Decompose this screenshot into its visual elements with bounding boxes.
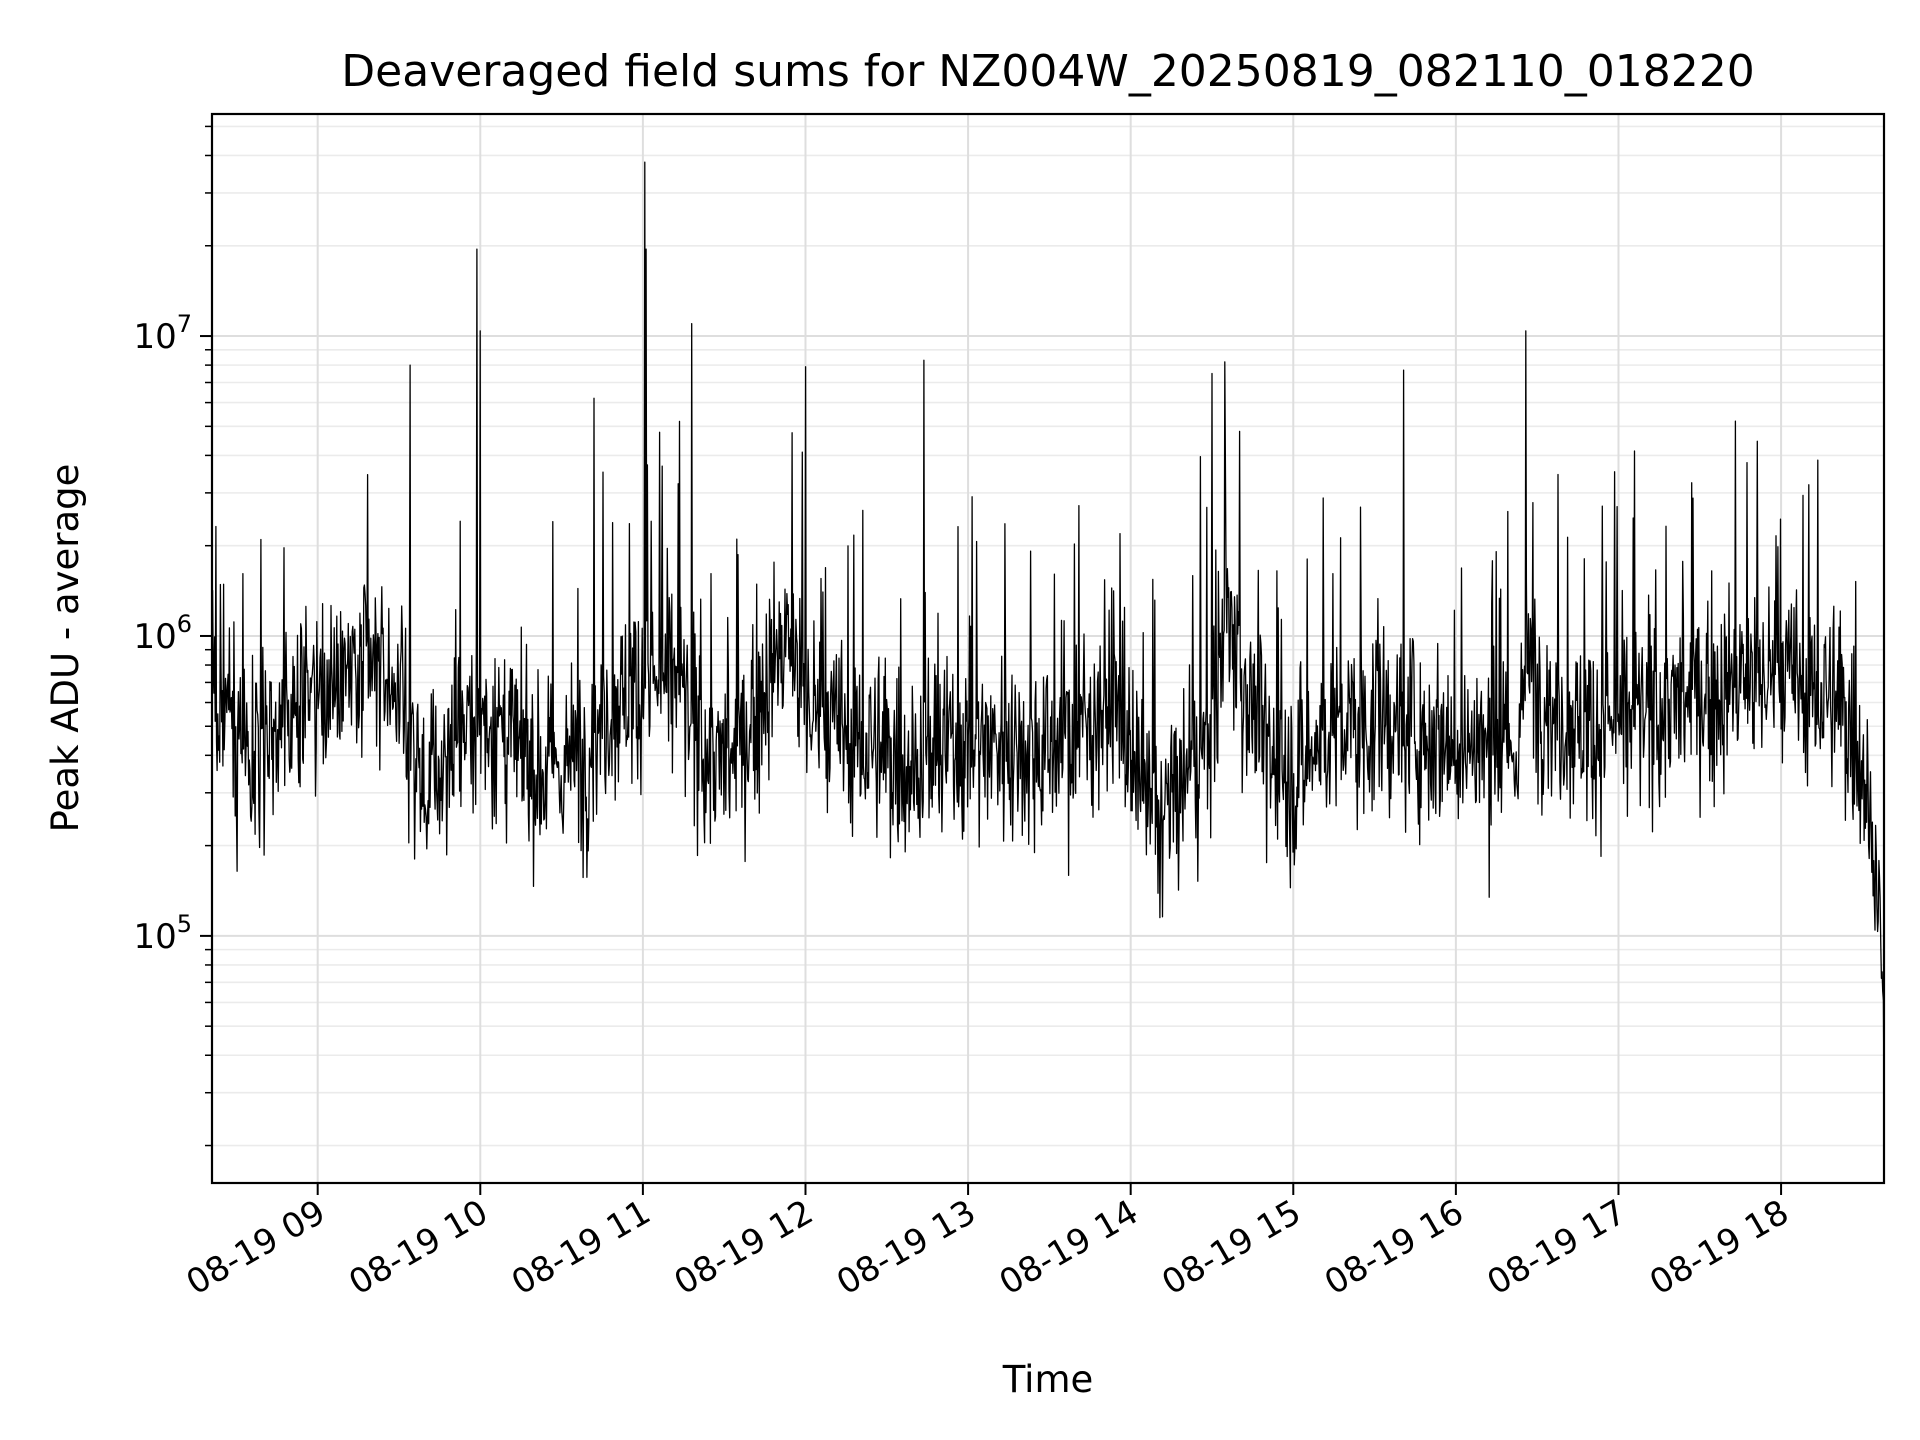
x-axis-label: Time <box>1002 1358 1094 1401</box>
y-tick-label: 105 <box>133 910 192 957</box>
y-axis-label: Peak ADU - average <box>44 464 87 833</box>
chart-title: Deaveraged field sums for NZ004W_2025081… <box>341 46 1754 97</box>
plot-frame <box>210 112 1886 1185</box>
y-tick-label: 107 <box>133 310 192 357</box>
grid-lines <box>212 114 1884 1183</box>
y-axis-ticks: 105 106 107 <box>133 125 212 1147</box>
y-tick-label: 106 <box>133 610 192 657</box>
series-group <box>211 161 1885 1100</box>
series-line <box>211 161 1885 1100</box>
